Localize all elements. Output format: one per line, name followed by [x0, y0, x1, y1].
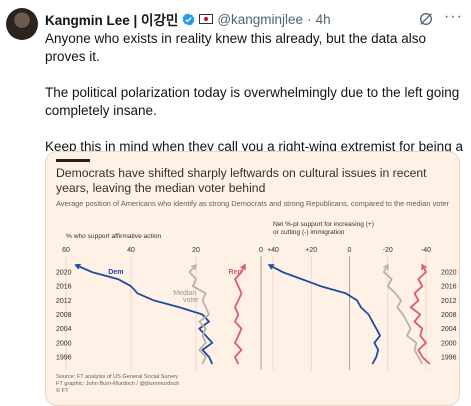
y-tick-label: 2016 — [441, 284, 457, 291]
arrowhead-icon — [421, 263, 427, 270]
tweet-paragraph: Anyone who exists in reality knew this a… — [45, 31, 426, 64]
avatar[interactable] — [6, 8, 38, 40]
y-tick-label: 2012 — [441, 298, 457, 305]
chart-source: Source: FT analysis of US General Social… — [56, 374, 356, 396]
panel-title: or cutting (-) immigration — [273, 229, 345, 236]
series-label-median: Median — [173, 290, 196, 297]
grok-icon[interactable] — [418, 11, 434, 27]
tweet-header: Kangmin Lee | 이강민 @kangminjlee · 4h — [45, 10, 331, 29]
y-tick-label: 2020 — [441, 270, 457, 277]
dot-separator: · — [307, 11, 312, 27]
y-tick-label: 2000 — [441, 340, 457, 347]
x-tick-label: -40 — [421, 247, 431, 254]
charts-svg: % who support affirmative action 60 40 20 0 2… — [56, 221, 457, 370]
x-tick-label: 40 — [127, 247, 135, 254]
y-tick-label: 2000 — [56, 340, 72, 347]
series-line-median-voter — [188, 264, 210, 365]
y-tick-label: 2004 — [441, 326, 457, 333]
series-label-dem: Dem — [108, 269, 123, 276]
y-tick-label: 2004 — [56, 326, 72, 333]
x-tick-label: +40 — [267, 247, 279, 254]
series-line-rep — [409, 264, 431, 365]
post-time[interactable]: 4h — [315, 11, 331, 27]
arrowhead-icon — [74, 263, 81, 270]
y-tick-label: 2020 — [56, 270, 72, 277]
title-rule — [56, 159, 90, 162]
series-line-median-voter — [382, 264, 423, 365]
source-line: FT graphic: John Burn-Murdoch / @jburnmu… — [56, 381, 180, 388]
south-korea-flag-icon — [199, 14, 214, 24]
chart-subtitle: Average position of Americans who identi… — [56, 199, 450, 208]
y-tick-label: 2008 — [441, 312, 457, 319]
chart-title: Democrats have shifted sharply leftwards… — [56, 166, 427, 195]
arrowhead-icon — [240, 263, 246, 271]
x-tick-label: -20 — [383, 247, 393, 254]
arrowhead-icon — [383, 263, 389, 270]
x-tick-label: 0 — [348, 247, 352, 254]
x-tick-label: 60 — [62, 247, 70, 254]
verified-badge-icon[interactable] — [182, 13, 195, 26]
source-line: Source: FT analysis of US General Social… — [56, 374, 179, 380]
x-tick-label: 0 — [259, 247, 263, 254]
arrowhead-icon — [191, 263, 198, 271]
y-tick-label: 2016 — [56, 284, 72, 291]
panel-title: Net %-pt support for increasing (+) — [273, 221, 374, 228]
author-handle[interactable]: @kangminjlee — [217, 11, 304, 27]
x-tick-label: +20 — [305, 247, 317, 254]
series-label-rep: Rep — [229, 269, 242, 276]
author-name[interactable]: Kangmin Lee | 이강민 — [45, 13, 179, 28]
source-line: © FT — [56, 388, 69, 395]
series-line-dem — [75, 264, 214, 365]
arrowhead-icon — [267, 264, 275, 270]
series-line-dem — [268, 264, 382, 365]
y-tick-label: 1996 — [56, 354, 72, 361]
y-tick-label: 2012 — [56, 298, 72, 305]
y-tick-label: 2008 — [56, 312, 72, 319]
series-label-median: voter — [183, 297, 199, 304]
x-tick-label: 20 — [192, 247, 200, 254]
tweet-paragraph: The political polarization today is over… — [45, 85, 460, 118]
y-tick-label: 1996 — [441, 354, 457, 361]
more-options-icon[interactable]: ··· — [444, 8, 463, 25]
chart-image-card[interactable]: Democrats have shifted sharply leftwards… — [45, 151, 460, 406]
panel-title: % who support affirmative action — [66, 233, 162, 240]
series-line-rep — [234, 264, 246, 365]
